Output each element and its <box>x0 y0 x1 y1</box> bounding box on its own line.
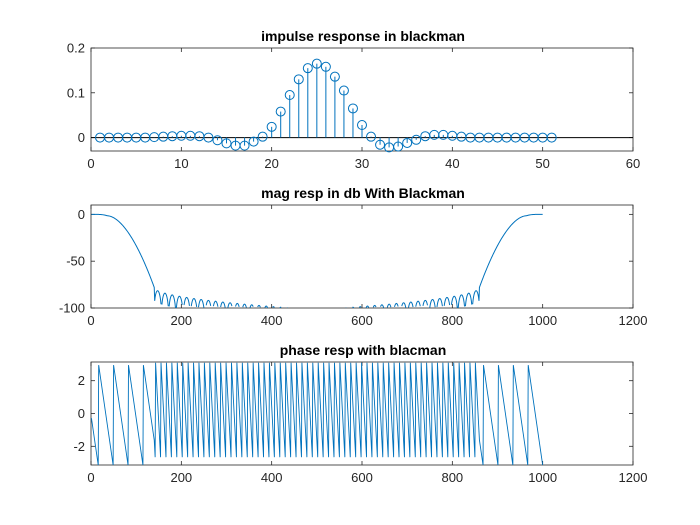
x-tick-label: 0 <box>87 470 94 485</box>
magnitude-y-tick-labels: -100 -50 0 <box>59 207 85 316</box>
phase-curve-group <box>91 362 544 465</box>
stem-marker <box>347 103 358 114</box>
x-tick-label: 600 <box>351 313 373 328</box>
phase-y-tick-labels: -2 0 2 <box>73 373 85 454</box>
y-tick-label: 0 <box>78 130 85 145</box>
stem-marker <box>257 131 268 142</box>
magnitude-response-plot: mag resp in db With Blackman 0 200 400 600 8… <box>59 185 647 328</box>
y-tick-label: -50 <box>66 254 85 269</box>
x-tick-label: 1000 <box>528 470 557 485</box>
x-tick-label: 40 <box>445 156 459 171</box>
impulse-stems <box>91 58 633 153</box>
x-tick-label: 200 <box>170 313 192 328</box>
stem-marker <box>366 131 377 142</box>
x-tick-label: 0 <box>87 313 94 328</box>
stem-marker <box>212 135 223 146</box>
impulse-x-tick-labels: 0 10 20 30 40 50 60 <box>87 156 640 171</box>
y-tick-label: 0 <box>78 207 85 222</box>
stem-marker <box>329 71 340 82</box>
magnitude-plot-title: mag resp in db With Blackman <box>261 185 465 201</box>
magnitude-axes-box <box>90 204 634 309</box>
x-tick-label: 600 <box>351 470 373 485</box>
y-tick-label: -100 <box>59 301 85 316</box>
phase-curve <box>91 362 544 465</box>
stem-marker <box>375 139 386 150</box>
stem-marker <box>402 137 413 148</box>
stem-marker <box>293 74 304 85</box>
x-tick-label: 0 <box>87 156 94 171</box>
phase-response-plot: phase resp with blacman 0 200 400 600 800 100… <box>73 342 647 485</box>
impulse-plot-title: impulse response in blackman <box>261 28 465 44</box>
x-tick-label: 20 <box>264 156 278 171</box>
x-tick-label: 50 <box>535 156 549 171</box>
x-tick-label: 1200 <box>619 313 648 328</box>
magnitude-curve-group <box>91 213 543 308</box>
impulse-ticks <box>90 47 634 151</box>
stem-marker <box>357 120 367 131</box>
stem-marker <box>221 138 232 149</box>
stem-marker <box>338 85 349 96</box>
magnitude-curve <box>91 213 543 308</box>
stem-marker <box>266 121 277 132</box>
x-tick-label: 800 <box>441 313 463 328</box>
stem-marker <box>320 61 331 72</box>
stem-marker <box>203 132 214 143</box>
x-tick-label: 1000 <box>528 313 557 328</box>
magnitude-x-tick-labels: 0 200 400 600 800 1000 1200 <box>87 313 647 328</box>
x-tick-label: 10 <box>174 156 188 171</box>
y-tick-label: -2 <box>73 439 85 454</box>
y-tick-label: 0.2 <box>67 41 85 56</box>
x-tick-label: 400 <box>261 470 283 485</box>
impulse-y-tick-labels: 0 0.1 0.2 <box>67 41 85 146</box>
y-tick-label: 0 <box>78 406 85 421</box>
x-tick-label: 200 <box>170 470 192 485</box>
stem-marker <box>275 106 286 117</box>
x-tick-label: 60 <box>626 156 640 171</box>
phase-x-tick-labels: 0 200 400 600 800 1000 1200 <box>87 470 647 485</box>
stem-marker <box>546 132 557 143</box>
stem-marker <box>411 134 422 145</box>
stem-marker <box>302 63 313 74</box>
phase-plot-title: phase resp with blacman <box>280 342 447 358</box>
y-tick-label: 0.1 <box>67 85 85 100</box>
y-tick-label: 2 <box>78 373 85 388</box>
x-tick-label: 800 <box>441 470 463 485</box>
x-tick-label: 1200 <box>619 470 648 485</box>
x-tick-label: 30 <box>355 156 369 171</box>
stem-marker <box>393 141 404 152</box>
magnitude-ticks <box>90 205 634 309</box>
stem-marker <box>248 136 259 147</box>
stem-marker <box>239 140 250 151</box>
stem-marker <box>284 90 295 101</box>
impulse-response-plot: impulse response in blackman 0 10 20 30 40 50… <box>67 28 640 171</box>
stem-marker <box>311 58 322 69</box>
x-tick-label: 400 <box>261 313 283 328</box>
